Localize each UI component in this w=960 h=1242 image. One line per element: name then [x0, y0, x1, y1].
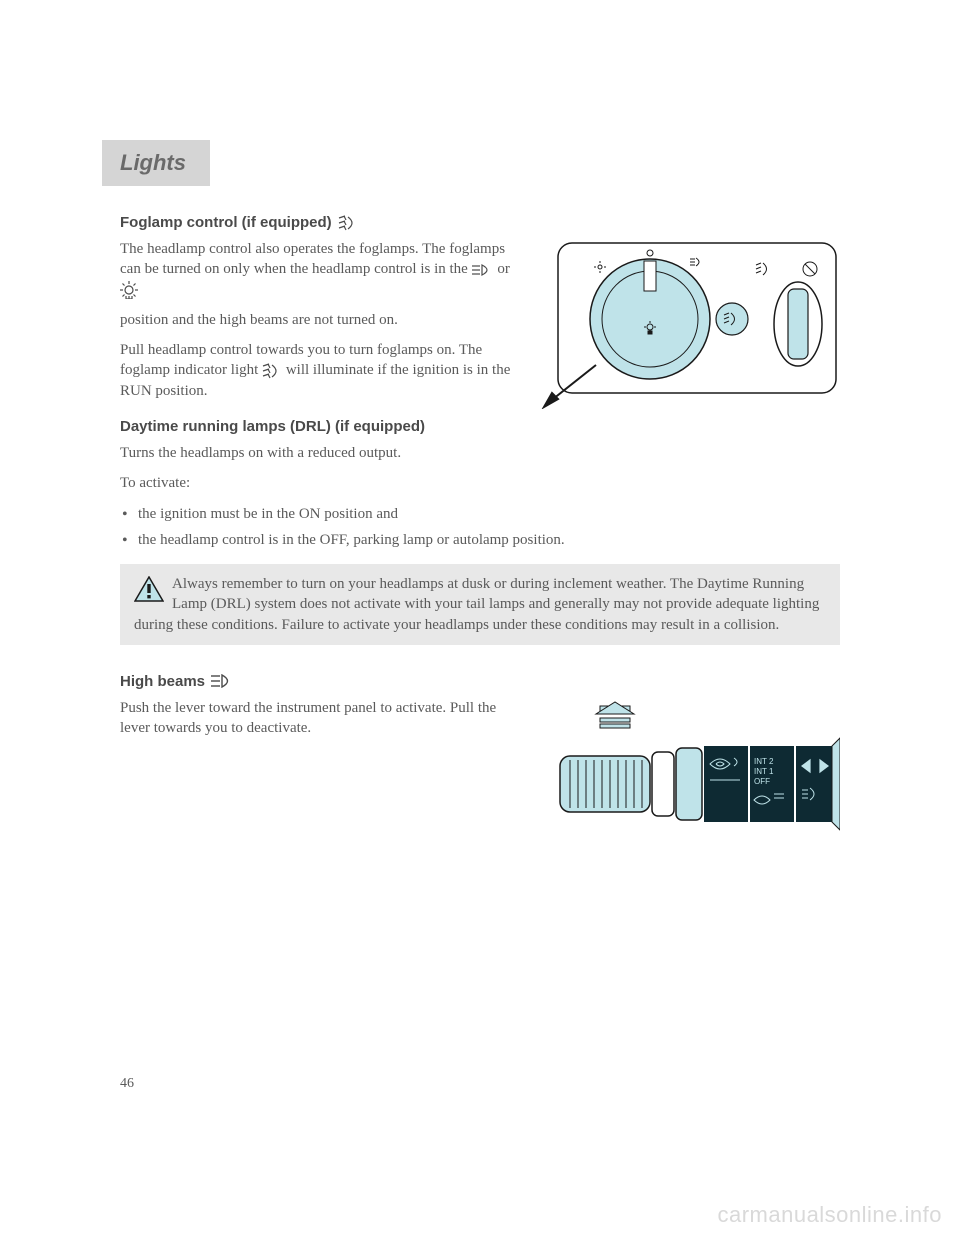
- list-item: the headlamp control is in the OFF, park…: [120, 530, 840, 550]
- drl-bullets: the ignition must be in the ON position …: [120, 504, 840, 551]
- foglamp-p2: position and the high beams are not turn…: [120, 310, 520, 330]
- highbeams-title-text: High beams: [120, 673, 205, 690]
- lever-label-int2: INT 2: [754, 757, 774, 766]
- drl-section-title: Daytime running lamps (DRL) (if equipped…: [120, 418, 840, 435]
- foglamp-p3: Pull headlamp control towards you to tur…: [120, 340, 520, 401]
- foglamp-title-text: Foglamp control (if equipped): [120, 214, 332, 231]
- warning-icon: [134, 576, 164, 602]
- drl-p1: Turns the headlamps on with a reduced ou…: [120, 443, 840, 463]
- page-number: 46: [120, 1076, 134, 1092]
- foglamp-p1: The headlamp control also operates the f…: [120, 239, 520, 300]
- foglamp-icon: [338, 215, 358, 231]
- watermark: carmanualsonline.info: [717, 1202, 942, 1228]
- drl-p2: To activate:: [120, 473, 840, 493]
- warning-text: Always remember to turn on your headlamp…: [134, 574, 826, 635]
- drl-title-text: Daytime running lamps (DRL) (if equipped…: [120, 418, 425, 435]
- highbeams-p1: Push the lever toward the instrument pan…: [120, 698, 520, 739]
- section-header: Lights: [102, 140, 210, 186]
- lever-label-int1: INT 1: [754, 767, 774, 776]
- highbeam-icon: [211, 674, 235, 688]
- header-title: Lights: [120, 150, 186, 175]
- autolamp-icon: [120, 281, 138, 299]
- lever-label-off: OFF: [754, 777, 770, 786]
- warning-box: Always remember to turn on your headlamp…: [120, 564, 840, 645]
- foglamp-icon-inline: [262, 363, 282, 379]
- headlamp-control-diagram: [540, 239, 840, 409]
- foglamp-section-title: Foglamp control (if equipped): [120, 214, 840, 231]
- list-item: the ignition must be in the ON position …: [120, 504, 840, 524]
- highbeams-section-title: High beams: [120, 673, 840, 690]
- headlamp-icon: [472, 264, 494, 276]
- lever-diagram: INT 2 INT 1 OFF: [540, 698, 840, 858]
